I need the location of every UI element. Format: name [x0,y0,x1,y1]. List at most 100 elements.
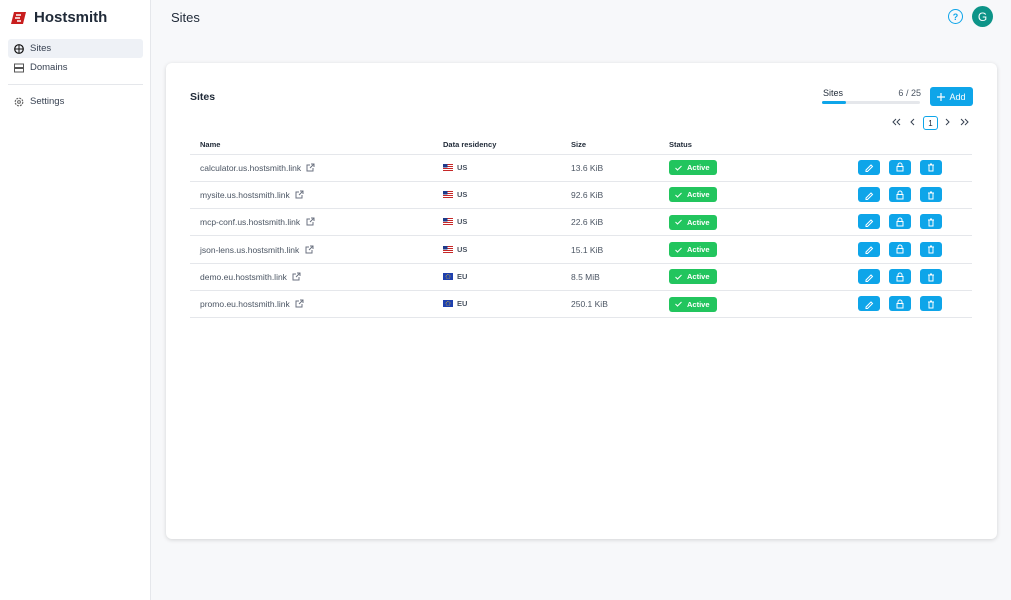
flag [443,272,453,280]
quota-limit: 25 [910,88,921,98]
delete-button[interactable] [920,269,942,285]
site-link[interactable]: calculator.us.hostsmith.link [200,162,302,173]
name-cell: mcp-conf.us.hostsmith.link [190,208,433,237]
logo [11,11,26,24]
first-page[interactable] [891,116,901,128]
actions-cell [839,208,972,237]
external-icon [295,299,304,308]
nav-item[interactable]: Settings [8,92,143,111]
icon [896,190,904,200]
size-cell: 250.1 KiB [561,290,659,319]
prev-page[interactable] [908,116,916,128]
residency: EU [443,299,467,308]
lock-button[interactable] [889,269,911,285]
avatar[interactable]: G [972,6,993,27]
icon [865,273,874,282]
table-row: calculator.us.hostsmith.link US 13.6 KiB A… [190,154,972,182]
icon [865,219,874,227]
delete-button[interactable] [920,241,942,257]
lock-button[interactable] [889,214,911,230]
icon [928,273,934,282]
icon [896,244,904,254]
delete-button[interactable] [920,159,942,175]
status-cell: Active [659,235,839,264]
table-row: promo.eu.hostsmith.link EU 250.1 KiB Activ… [190,290,972,319]
site-link[interactable]: mcp-conf.us.hostsmith.link [200,217,301,228]
delete-button[interactable] [920,187,942,203]
residency-cell: EU [433,263,561,291]
card: Sites Sites 6 / 25 Add 1 Name Data reside… [166,63,997,539]
edit-button[interactable] [858,187,880,203]
actions-cell [839,263,972,291]
icon [928,191,934,200]
add-button[interactable]: Add [930,87,973,106]
brand-name: Hostsmith [34,9,108,26]
icon [896,272,904,282]
nav-label: Sites [30,43,52,54]
quota-value: 6 / 25 [866,88,921,98]
check-icon [675,219,682,225]
edit-button[interactable] [858,269,880,285]
page-number[interactable]: 1 [923,116,938,130]
edit-button[interactable] [858,159,880,175]
column-header: Status [659,136,839,155]
icon [896,217,904,227]
status-label: Active [687,190,710,200]
table-body: calculator.us.hostsmith.link US 13.6 KiB A… [190,154,972,319]
nav-label: Settings [30,96,65,107]
external-icon [305,245,314,254]
residency-code: EU [457,299,468,309]
size-cell: 22.6 KiB [561,208,659,237]
nav-item[interactable]: Domains [8,58,143,77]
status-cell: Active [659,208,839,237]
residency-code: US [457,244,468,254]
residency: EU [443,272,467,281]
status-badge: Active [669,160,717,176]
actions-cell [839,181,972,210]
quota-used: 6 [898,88,904,98]
site-link[interactable]: mysite.us.hostsmith.link [200,189,290,200]
flag [443,300,453,308]
lock-button[interactable] [889,241,911,257]
flag [443,218,453,226]
residency: US [443,190,467,199]
site-link[interactable]: json-lens.us.hostsmith.link [200,244,300,255]
name-cell: demo.eu.hostsmith.link [190,263,433,291]
next-page[interactable] [944,116,952,128]
delete-button[interactable] [920,296,942,312]
flag [443,245,453,253]
actions-cell [839,290,972,319]
name-cell: promo.eu.hostsmith.link [190,290,433,319]
name-cell: calculator.us.hostsmith.link [190,154,433,182]
status-label: Active [687,245,710,255]
size-cell: 92.6 KiB [561,181,659,210]
table-row: json-lens.us.hostsmith.link US 15.1 KiB Ac… [190,235,972,264]
divider [8,84,143,85]
status-label: Active [687,163,710,173]
help-button[interactable]: ? [948,9,963,24]
edit-button[interactable] [858,214,880,230]
status-cell: Active [659,181,839,210]
sites-table: Name Data residency Size Status calculator.… [190,136,972,319]
delete-button[interactable] [920,214,942,230]
residency-code: EU [457,271,468,281]
status-cell: Active [659,154,839,182]
icon [928,163,934,172]
quota-bar [822,101,920,104]
nav-item[interactable]: Sites [8,39,143,58]
site-link[interactable]: demo.eu.hostsmith.link [200,271,287,282]
quota-label: Sites [823,88,844,98]
edit-button[interactable] [858,296,880,312]
header-row: Name Data residency Size Status [190,136,972,155]
icon [928,245,934,254]
lock-button[interactable] [889,187,911,203]
last-page[interactable] [960,116,970,128]
icon [896,162,904,172]
size-cell: 15.1 KiB [561,235,659,264]
lock-button[interactable] [889,296,911,312]
lock-button[interactable] [889,159,911,175]
icon [928,218,934,227]
icon [865,164,874,173]
site-link[interactable]: promo.eu.hostsmith.link [200,299,290,310]
edit-button[interactable] [858,241,880,257]
